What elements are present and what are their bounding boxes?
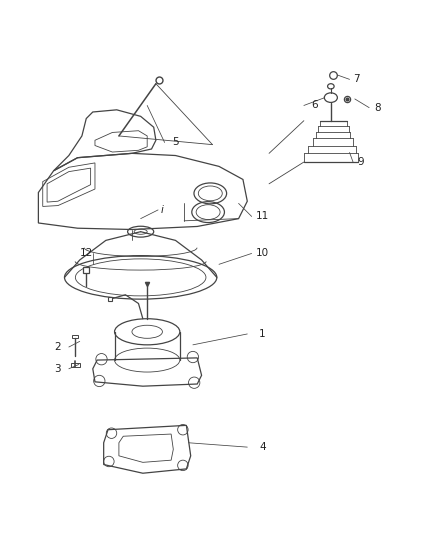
Text: 4: 4 (259, 442, 266, 452)
Text: 7: 7 (353, 75, 360, 84)
Text: 10: 10 (256, 248, 269, 259)
Bar (72, 335, 78, 338)
Text: 11: 11 (256, 212, 269, 221)
Text: 12: 12 (80, 248, 93, 259)
Text: 2: 2 (55, 342, 61, 352)
Text: 3: 3 (55, 364, 61, 374)
Text: 8: 8 (374, 103, 381, 112)
Text: 9: 9 (357, 157, 364, 167)
Text: 1: 1 (259, 329, 266, 339)
Text: i: i (161, 205, 164, 215)
Text: 6: 6 (311, 100, 318, 110)
Bar (71, 363, 80, 367)
Text: 5: 5 (172, 138, 179, 148)
